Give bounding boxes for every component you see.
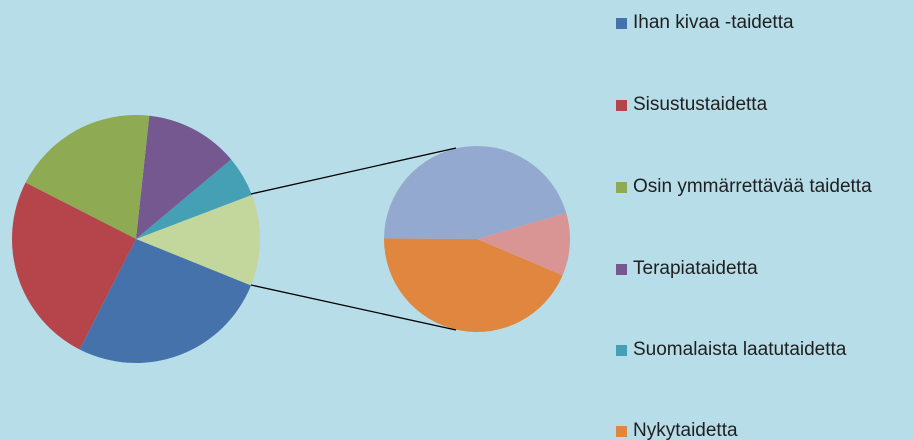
legend-label: Terapiataidetta [633, 258, 758, 279]
secondary-slice [384, 145, 567, 239]
legend-swatch [616, 264, 627, 275]
connector-line [250, 284, 457, 331]
legend-item: Terapiataidetta [616, 254, 906, 284]
legend-label: Suomalaista laatutaidetta [633, 339, 847, 360]
legend-swatch [616, 100, 627, 111]
legend-label: Nykytaidetta [633, 420, 738, 440]
legend-item: Suomalaista laatutaidetta [616, 335, 906, 365]
legend-swatch [616, 18, 627, 29]
legend-item: Nykytaidetta [616, 416, 906, 440]
legend-swatch [616, 426, 627, 437]
legend-item: Osin ymmärrettävää taidetta [616, 172, 906, 202]
pie-slice [25, 115, 150, 239]
legend-swatch [616, 345, 627, 356]
legend-label: Ihan kivaa -taidetta [633, 12, 794, 33]
legend-item: Sisustustaidetta [616, 90, 906, 120]
legend-label: Osin ymmärrettävää taidetta [633, 176, 872, 197]
pie-slice [11, 182, 137, 350]
pie-slice [79, 239, 251, 363]
pie-slice [136, 159, 252, 239]
secondary-slice [477, 212, 571, 276]
secondary-slice [384, 238, 563, 332]
legend-item: Ihan kivaa -taidetta [616, 8, 906, 38]
pie-slice [136, 115, 232, 239]
legend-label: Sisustustaidetta [633, 94, 768, 115]
legend-swatch [616, 182, 627, 193]
connector-line [250, 147, 457, 195]
pie-slice-other [136, 194, 260, 286]
